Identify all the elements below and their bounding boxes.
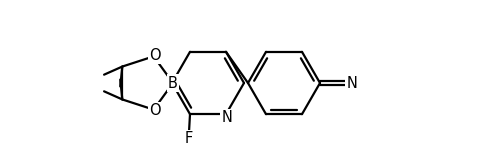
Text: F: F [185,131,193,146]
Text: B: B [168,76,178,90]
Text: O: O [149,103,160,118]
Text: N: N [222,110,232,125]
Text: O: O [149,48,160,63]
Text: N: N [346,76,358,90]
